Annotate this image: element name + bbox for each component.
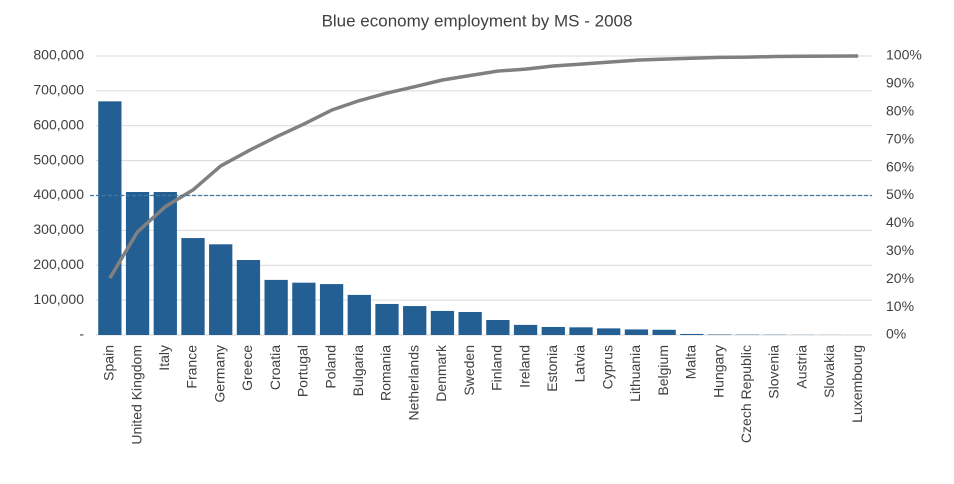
bar [513,324,538,335]
bar [209,244,233,335]
bar [430,310,455,335]
x-tick-label: Austria [793,345,809,389]
x-tick-label: Croatia [267,345,283,390]
bar [486,320,510,335]
x-tick-label: Sweden [461,345,477,396]
y2-tick-label: 100% [886,47,922,63]
bar [375,303,399,335]
y2-tick-label: 90% [886,75,914,91]
bar [153,192,177,335]
bar [707,334,732,335]
y-tick-label: 700,000 [33,82,84,98]
bar [236,260,261,335]
bar [181,238,205,335]
y-tick-label: 100,000 [33,291,84,307]
y-tick-label: 600,000 [33,116,84,132]
y-tick-label: 500,000 [33,151,84,167]
chart-title: Blue economy employment by MS - 2008 [322,11,633,30]
bar [125,192,150,335]
x-tick-label: United Kingdom [128,345,144,445]
x-tick-label: Netherlands [405,345,421,421]
bar [652,329,676,335]
x-tick-label: Slovenia [766,345,782,399]
y2-tick-label: 80% [886,103,914,119]
bar [569,327,593,335]
bar [624,329,649,335]
x-tick-label: Estonia [544,345,560,392]
bar [347,294,371,335]
x-tick-label: Hungary [710,345,726,398]
y2-tick-label: 50% [886,186,914,202]
y-tick-label: 400,000 [33,186,84,202]
bar [403,306,427,335]
y-tick-label: 800,000 [33,47,84,63]
y2-tick-label: 20% [886,270,914,286]
bar [98,101,122,336]
y2-tick-label: 30% [886,242,914,258]
x-tick-label: Latvia [572,345,588,383]
x-tick-label: Luxembourg [849,345,865,423]
x-tick-label: Spain [101,345,117,381]
y-tick-label: - [79,326,84,342]
x-tick-label: Denmark [433,344,449,402]
x-tick-label: Czech Republic [738,345,754,443]
x-tick-label: Italy [156,345,172,371]
x-tick-label: Greece [239,345,255,391]
x-tick-label: France [184,345,200,389]
x-tick-label: Slovakia [821,345,837,398]
y2-tick-label: 10% [886,298,914,314]
x-tick-label: Poland [322,345,338,389]
bar [292,282,316,335]
x-tick-label: Finland [489,345,505,391]
bar [319,284,344,335]
x-tick-label: Ireland [516,345,532,388]
y2-tick-label: 60% [886,158,914,174]
bar [458,311,482,335]
x-tick-label: Romania [378,345,394,401]
y2-tick-label: 0% [886,326,906,342]
x-tick-label: Cyprus [599,345,615,389]
x-tick-label: Belgium [655,345,671,396]
x-tick-label: Germany [211,345,227,403]
y2-tick-label: 40% [886,214,914,230]
x-tick-label: Portugal [295,345,311,397]
x-tick-label: Lithuania [627,345,643,402]
bar [680,333,704,335]
bar [541,326,565,335]
y-tick-label: 300,000 [33,221,84,237]
x-tick-label: Malta [683,345,699,379]
y2-tick-label: 70% [886,130,914,146]
x-tick-label: Bulgaria [350,345,366,397]
cumulative-line [108,54,859,279]
bar [264,279,288,335]
y-tick-label: 200,000 [33,256,84,272]
bar [597,328,621,335]
